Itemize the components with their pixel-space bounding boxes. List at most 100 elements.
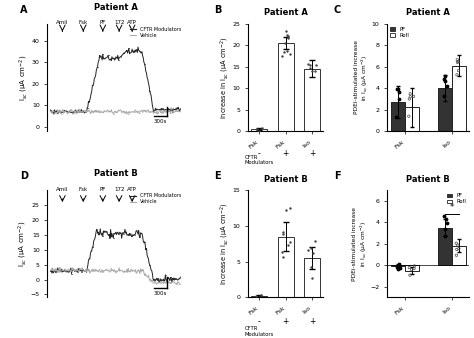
Point [279, 53, 286, 58]
Point [393, 87, 401, 92]
Point [406, 265, 413, 270]
Point [455, 246, 463, 251]
Point [452, 241, 460, 246]
Point [406, 91, 414, 97]
Point [394, 87, 402, 92]
Title: Patient B: Patient B [406, 175, 450, 184]
Title: Patient B: Patient B [264, 175, 308, 184]
Bar [405, 107, 419, 131]
Point [442, 74, 449, 79]
Text: Amil: Amil [56, 187, 69, 192]
Legend: PF, Rofl: PF, Rofl [390, 26, 410, 39]
Point [407, 94, 414, 99]
Point [443, 84, 450, 89]
Point [406, 96, 413, 102]
Point [454, 59, 461, 65]
Text: A: A [20, 5, 27, 15]
Point [284, 243, 292, 248]
Point [283, 29, 290, 34]
Text: +: + [309, 317, 315, 327]
Point [284, 33, 292, 39]
Point [408, 267, 415, 272]
Point [453, 72, 461, 77]
Point [395, 89, 403, 95]
Title: Patient A: Patient A [94, 3, 138, 12]
Point [396, 265, 403, 270]
Point [309, 68, 316, 74]
Point [395, 264, 403, 269]
Bar [438, 228, 452, 265]
Y-axis label: I$_{sc}$ (μA cm$^{-2}$): I$_{sc}$ (μA cm$^{-2}$) [17, 221, 29, 267]
Title: Patient A: Patient A [264, 8, 308, 17]
Point [308, 275, 316, 281]
Point [406, 272, 414, 278]
Text: E: E [214, 171, 221, 182]
Text: 172: 172 [114, 187, 124, 192]
Text: Fsk: Fsk [79, 20, 88, 25]
Bar [278, 237, 293, 297]
Text: B: B [214, 5, 221, 15]
Text: C: C [334, 5, 341, 15]
Legend: PF, Rofl: PF, Rofl [447, 193, 466, 205]
Text: ATP: ATP [127, 187, 137, 192]
Point [311, 68, 319, 73]
Text: +: + [283, 149, 289, 158]
Bar [452, 66, 465, 131]
Point [304, 247, 311, 253]
Point [307, 245, 315, 251]
Point [279, 255, 287, 260]
Point [442, 226, 449, 232]
Text: 300s: 300s [154, 119, 167, 124]
Legend: CFTR Modulators, Vehicle: CFTR Modulators, Vehicle [129, 193, 182, 206]
Legend: CFTR Modulators, Vehicle: CFTR Modulators, Vehicle [129, 26, 182, 39]
Text: 300s: 300s [154, 291, 167, 296]
Point [405, 114, 413, 119]
Text: Fsk: Fsk [79, 187, 88, 192]
Point [453, 252, 460, 258]
Text: F: F [334, 171, 340, 182]
Text: ATP: ATP [127, 20, 137, 25]
Y-axis label: I$_{sc}$ (μA cm$^{-2}$): I$_{sc}$ (μA cm$^{-2}$) [18, 54, 30, 100]
Point [453, 247, 461, 252]
Text: D: D [20, 171, 28, 182]
Text: -: - [258, 317, 261, 327]
Point [394, 266, 402, 272]
Point [279, 229, 287, 234]
Text: PF: PF [100, 20, 106, 25]
Text: *: * [449, 203, 454, 212]
Point [287, 239, 294, 245]
Point [442, 216, 450, 222]
Point [443, 221, 450, 226]
Text: +: + [283, 317, 289, 327]
Title: Patient A: Patient A [406, 8, 450, 17]
Point [441, 76, 448, 81]
Point [258, 126, 265, 131]
Point [283, 48, 291, 53]
Point [281, 40, 288, 45]
Y-axis label: Increase in I$_{sc}$ (μA cm$^{-2}$): Increase in I$_{sc}$ (μA cm$^{-2}$) [219, 36, 231, 119]
Point [286, 51, 293, 56]
Point [312, 62, 319, 67]
Point [280, 49, 288, 54]
Text: CFTR
Modulators: CFTR Modulators [245, 326, 274, 337]
Bar [405, 265, 419, 271]
Point [395, 96, 403, 102]
Point [307, 66, 314, 71]
Point [257, 292, 264, 297]
Bar [252, 129, 267, 131]
Y-axis label: Increase in I$_{sc}$ (μA cm$^{-2}$): Increase in I$_{sc}$ (μA cm$^{-2}$) [219, 202, 231, 285]
Point [392, 114, 400, 120]
Bar [452, 246, 465, 265]
Point [454, 242, 462, 248]
Point [395, 262, 402, 267]
Point [286, 206, 293, 211]
Point [309, 250, 316, 255]
Y-axis label: PDEi-stimulated increase
in I$_{sc}$ (μA cm$^{-2}$): PDEi-stimulated increase in I$_{sc}$ (μA… [352, 207, 369, 281]
Point [441, 233, 448, 239]
Point [440, 94, 448, 99]
Point [393, 264, 401, 270]
Text: 172: 172 [114, 20, 124, 25]
Point [255, 128, 263, 134]
Y-axis label: PDEi-stimulated increase
in I$_{sc}$ (μA cm$^{-2}$): PDEi-stimulated increase in I$_{sc}$ (μA… [354, 40, 370, 114]
Bar [391, 102, 405, 131]
